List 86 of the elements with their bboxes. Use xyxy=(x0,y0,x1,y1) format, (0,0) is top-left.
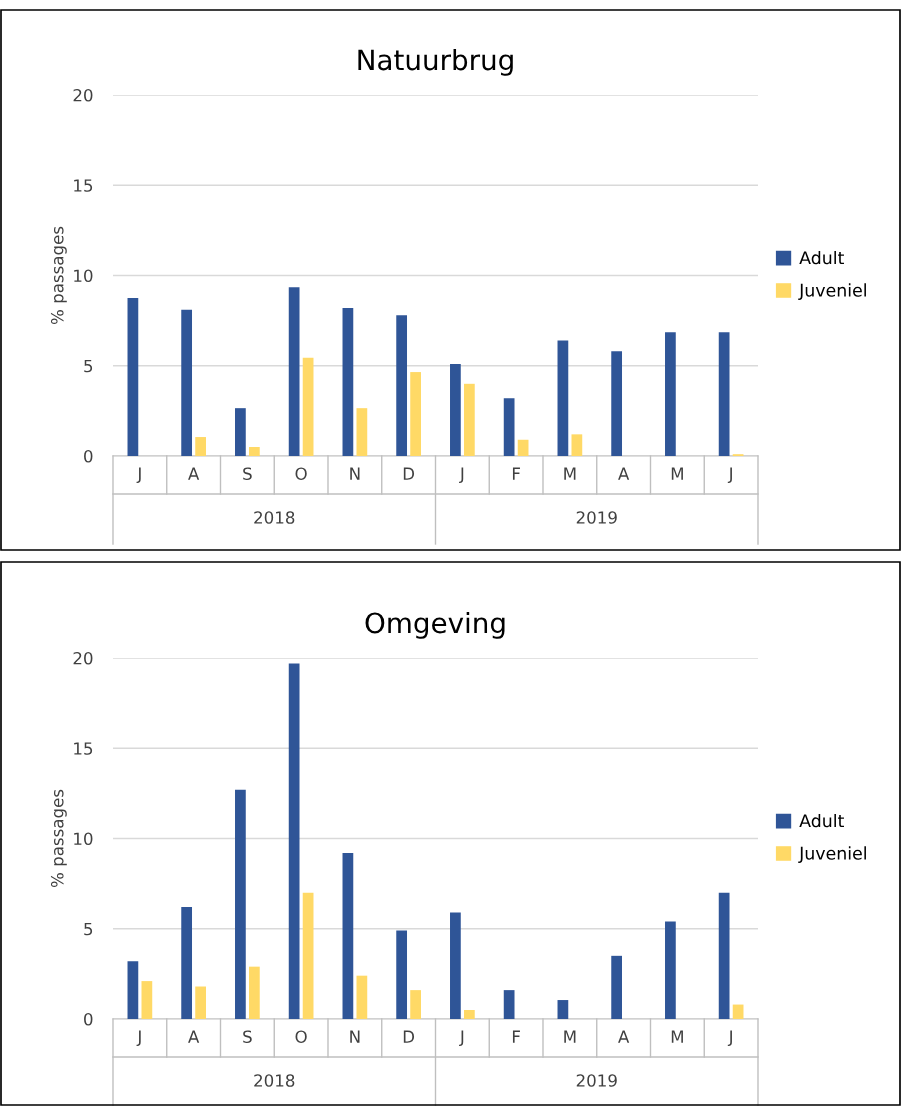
bar xyxy=(463,1009,475,1019)
bar xyxy=(181,309,193,456)
text: 2019 xyxy=(576,1074,617,1087)
y-axis-title: % passages xyxy=(50,226,67,325)
bar xyxy=(342,307,354,456)
legend-label: Adult xyxy=(799,250,844,265)
bar xyxy=(127,298,139,456)
bar xyxy=(127,961,139,1019)
bar xyxy=(356,975,368,1019)
bar xyxy=(302,357,314,456)
x-tick-label: J xyxy=(727,1030,732,1047)
bar xyxy=(181,907,193,1019)
bar xyxy=(141,981,153,1019)
y-tick-label: 15 xyxy=(74,742,93,755)
chart-title: Omgeving xyxy=(365,611,505,639)
bar xyxy=(410,372,421,456)
x-tick-label: F xyxy=(512,467,520,480)
y-tick-label: 5 xyxy=(84,922,93,936)
bar xyxy=(571,434,583,456)
bar xyxy=(342,852,354,1019)
bar xyxy=(665,332,676,456)
y-tick-label: 0 xyxy=(84,1012,93,1026)
bar xyxy=(450,912,461,1019)
x-tick-label: M xyxy=(564,467,576,480)
bar xyxy=(396,315,408,456)
bar xyxy=(517,439,529,456)
bar xyxy=(195,986,206,1019)
x-tick-label: J xyxy=(136,467,141,484)
bar xyxy=(288,663,300,1019)
legend-label: Juveniel xyxy=(798,283,866,300)
legend-label: Adult xyxy=(799,813,844,828)
y-tick-label: 10 xyxy=(74,832,93,846)
bar xyxy=(450,363,461,456)
bar xyxy=(195,437,206,456)
x-tick-label: J xyxy=(459,467,464,484)
bar xyxy=(718,892,730,1019)
bar xyxy=(248,446,260,456)
bar xyxy=(235,408,246,456)
y-tick-label: 20 xyxy=(73,88,93,102)
bar xyxy=(611,351,623,456)
text: 2018 xyxy=(254,1074,295,1087)
bar xyxy=(288,287,300,456)
bar xyxy=(235,789,246,1019)
text: 2019 xyxy=(576,511,617,524)
y-tick-label: 10 xyxy=(74,269,93,283)
y-axis-title: % passages xyxy=(50,789,67,888)
x-tick-label: D xyxy=(403,467,415,480)
x-tick-label: D xyxy=(403,1030,415,1043)
x-tick-label: A xyxy=(618,467,630,480)
x-tick-label: N xyxy=(350,1030,360,1043)
x-tick-label: M xyxy=(671,1030,683,1043)
bar xyxy=(503,398,515,456)
y-tick-label: 5 xyxy=(84,359,93,373)
bar xyxy=(611,955,623,1019)
bar xyxy=(557,1000,569,1019)
bar xyxy=(410,990,421,1019)
x-tick-label: J xyxy=(727,467,732,484)
x-tick-label: A xyxy=(188,467,200,480)
bar xyxy=(665,921,676,1019)
x-tick-label: S xyxy=(243,467,252,481)
bar xyxy=(248,966,260,1019)
x-tick-label: M xyxy=(671,467,683,480)
bar xyxy=(718,332,730,456)
x-tick-label: J xyxy=(136,1030,141,1047)
bar xyxy=(356,408,368,456)
chart-title: Natuurbrug xyxy=(358,48,513,76)
bar xyxy=(302,892,314,1019)
y-tick-label: 15 xyxy=(74,179,93,192)
x-tick-label: O xyxy=(295,1030,307,1044)
x-tick-label: A xyxy=(188,1030,200,1043)
bar xyxy=(463,383,475,456)
x-tick-label: F xyxy=(512,1030,520,1043)
text: 2018 xyxy=(254,511,295,524)
y-tick-label: 20 xyxy=(73,651,93,665)
x-tick-label: S xyxy=(243,1030,252,1044)
x-tick-label: O xyxy=(295,467,307,481)
bar xyxy=(503,990,515,1019)
legend-label: Juveniel xyxy=(798,846,866,863)
x-tick-label: M xyxy=(564,1030,576,1043)
bar xyxy=(396,930,408,1019)
x-tick-label: A xyxy=(618,1030,630,1043)
y-tick-label: 0 xyxy=(84,449,93,463)
bar xyxy=(732,1004,744,1019)
x-tick-label: J xyxy=(459,1030,464,1047)
bar xyxy=(557,340,569,456)
x-tick-label: N xyxy=(350,467,360,480)
